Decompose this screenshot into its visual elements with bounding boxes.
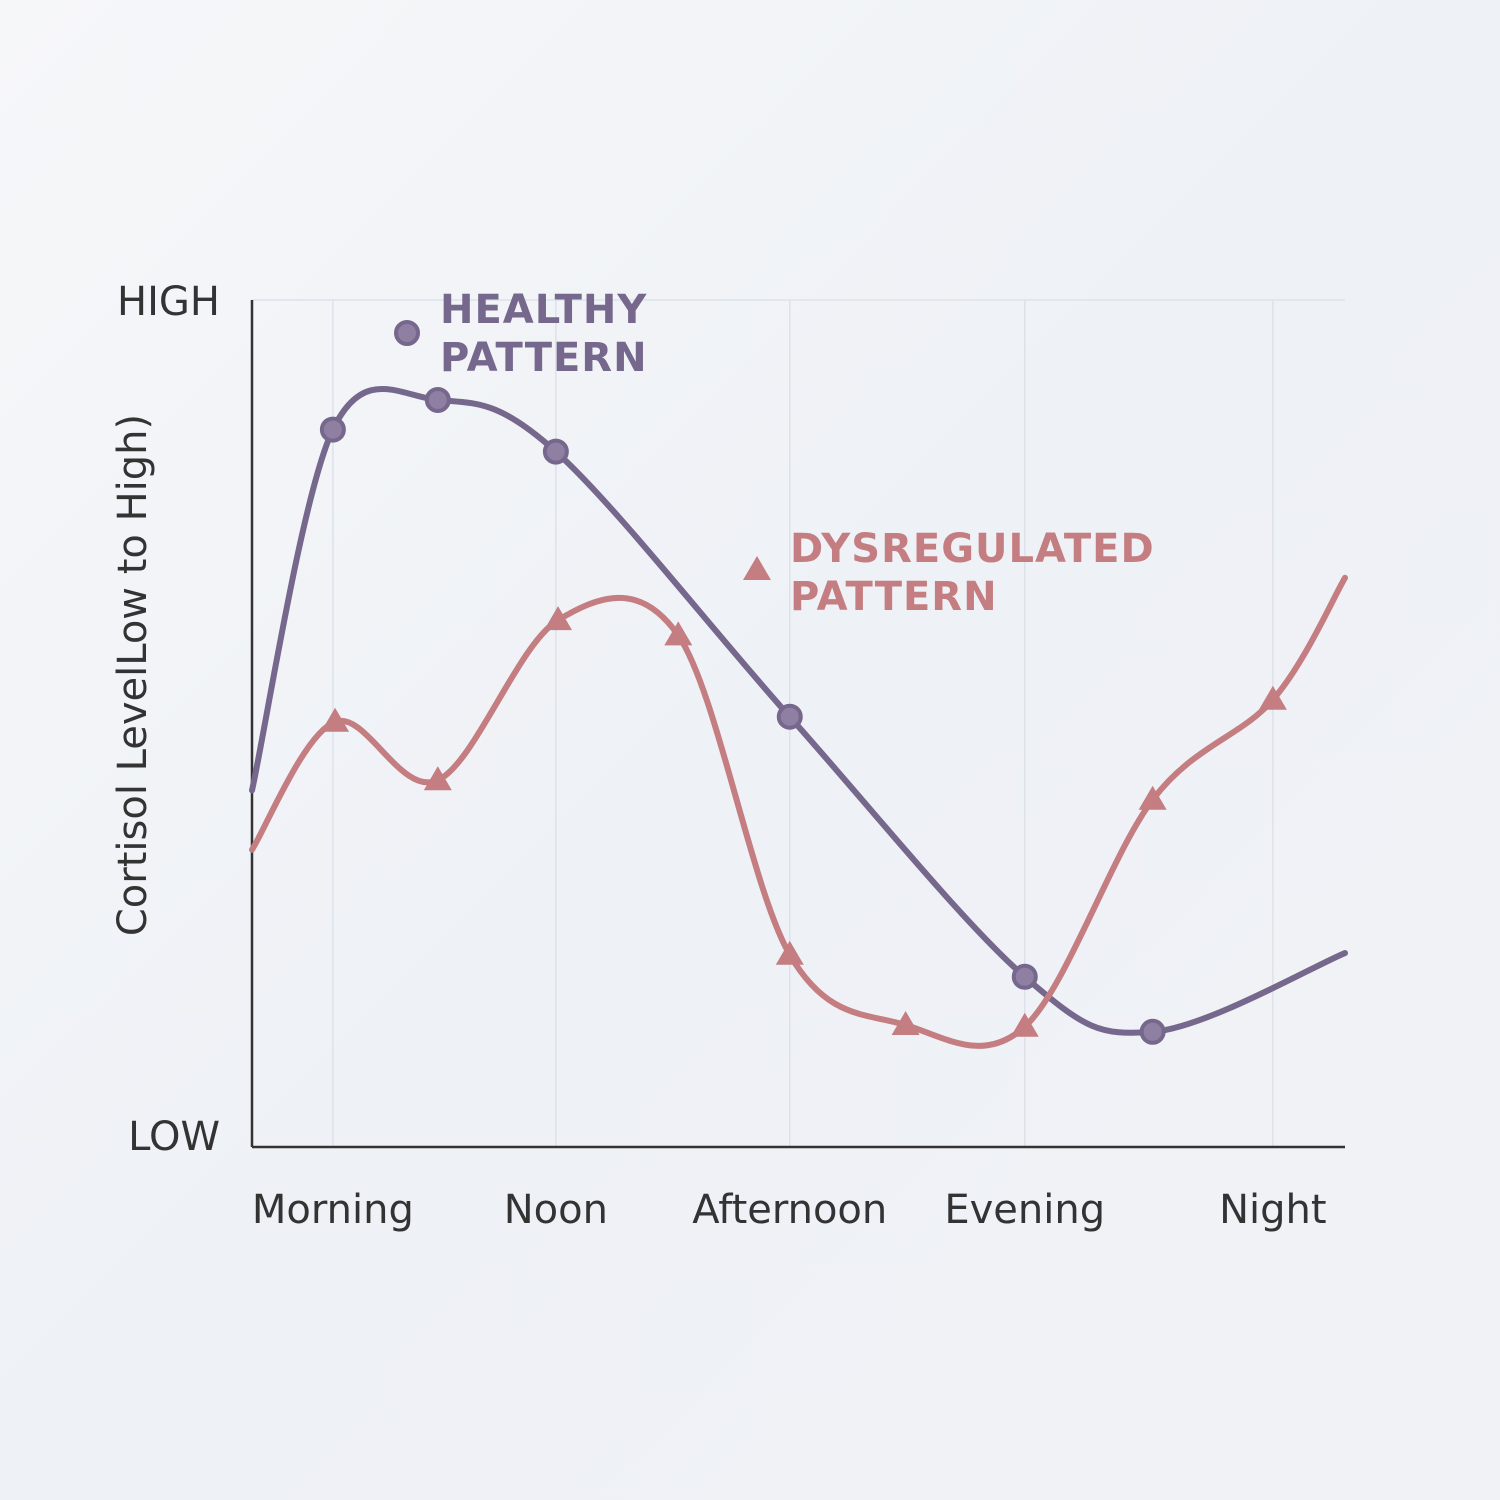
- data-point: [542, 438, 569, 465]
- data-point: [1011, 963, 1038, 990]
- data-point: [664, 621, 693, 646]
- x-tick-label: Evening: [944, 1187, 1105, 1233]
- data-point: [1010, 1012, 1039, 1037]
- legend-label: DYSREGULATED PATTERN: [790, 526, 1155, 620]
- x-tick-label: Morning: [252, 1187, 414, 1233]
- data-point: [321, 707, 350, 732]
- legend-marker: [743, 556, 771, 580]
- data-point: [891, 1011, 920, 1036]
- series-line: [249, 574, 1348, 1049]
- data-point: [775, 940, 804, 965]
- data-point: [319, 416, 346, 443]
- data-point: [1258, 685, 1287, 710]
- data-point: [423, 766, 452, 791]
- x-tick-label: Night: [1219, 1187, 1326, 1233]
- y-axis-label: Cortisol LevelLow to High): [110, 414, 156, 936]
- data-point: [1138, 785, 1167, 810]
- x-tick-label: Afternoon: [692, 1187, 887, 1233]
- data-point: [424, 386, 451, 413]
- legend-marker: [394, 320, 420, 346]
- legend-label: HEALTHY PATTERN: [440, 287, 648, 381]
- y-tick-label: LOW: [128, 1114, 220, 1160]
- data-point: [1139, 1018, 1166, 1045]
- x-tick-label: Noon: [504, 1187, 608, 1233]
- data-point: [544, 606, 573, 631]
- y-tick-label: HIGH: [117, 279, 220, 325]
- data-point: [776, 703, 803, 730]
